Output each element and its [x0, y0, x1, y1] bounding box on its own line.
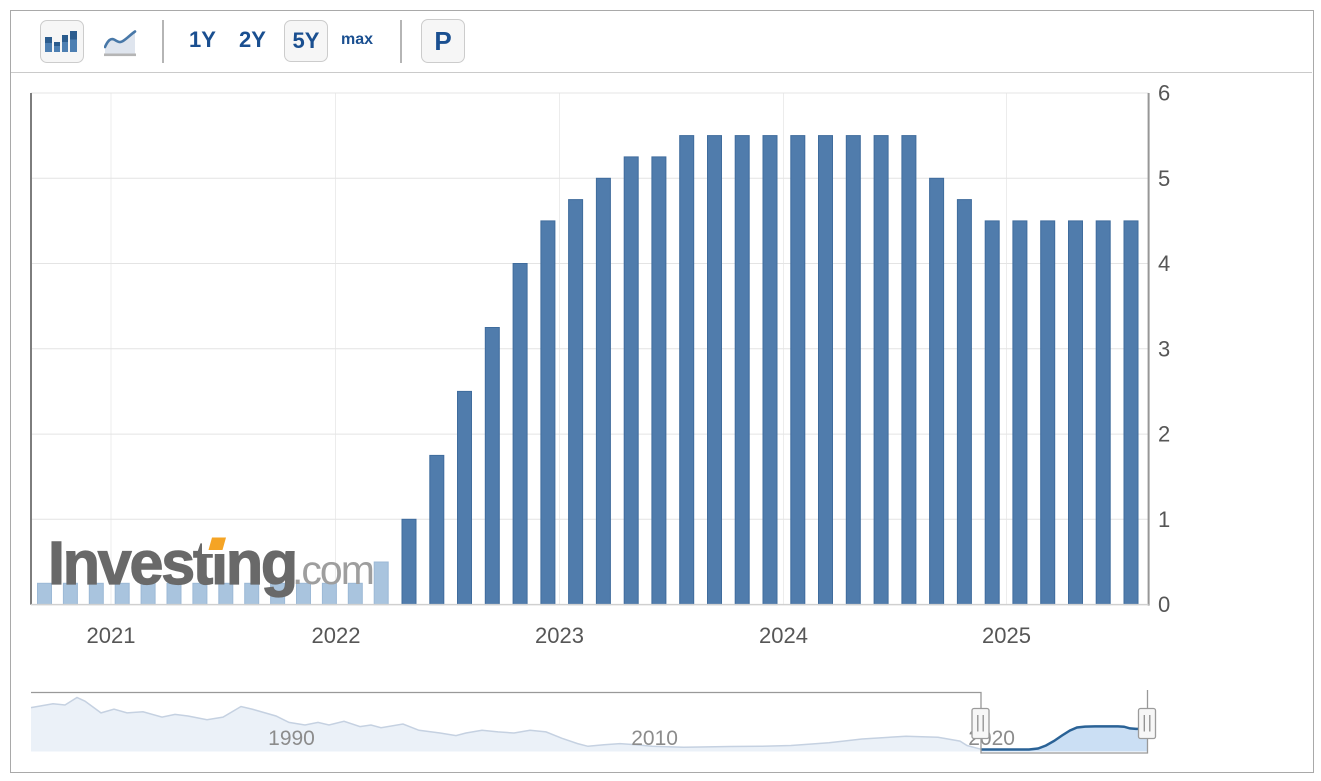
svg-text:1990: 1990	[268, 727, 315, 750]
svg-text:3: 3	[1158, 336, 1170, 361]
svg-text:6: 6	[1158, 81, 1170, 106]
svg-text:2010: 2010	[631, 727, 678, 750]
svg-text:2: 2	[1158, 422, 1170, 447]
svg-text:1: 1	[1158, 507, 1170, 532]
svg-text:2022: 2022	[312, 623, 361, 648]
svg-text:4: 4	[1158, 251, 1170, 276]
svg-text:0: 0	[1158, 592, 1170, 617]
svg-text:Investing: Investing	[48, 529, 296, 597]
svg-text:2023: 2023	[535, 623, 584, 648]
svg-text:.com: .com	[292, 547, 373, 593]
svg-text:2025: 2025	[982, 623, 1031, 648]
svg-text:2021: 2021	[87, 623, 136, 648]
svg-text:2024: 2024	[759, 623, 808, 648]
svg-text:5: 5	[1158, 166, 1170, 191]
